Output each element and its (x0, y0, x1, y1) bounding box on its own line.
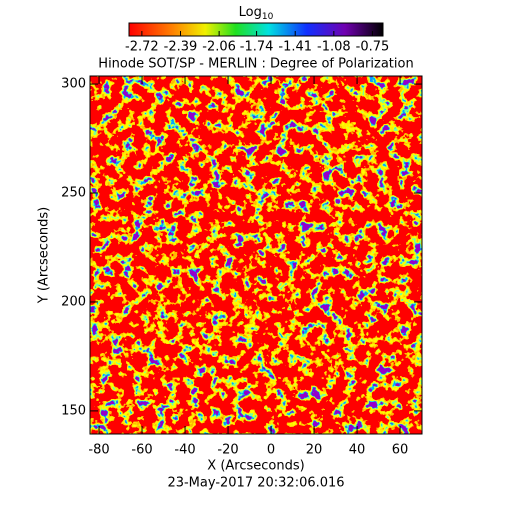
heatmap-image (90, 76, 422, 434)
y-tick-label: 150 (61, 403, 86, 418)
footer-date: 23-May-2017 20:32:06.016 (167, 476, 344, 491)
y-axis-label: Y (Arcseconds) (37, 207, 52, 304)
colorbar-tick-label: -1.08 (317, 40, 351, 55)
y-tick-label: 200 (61, 294, 86, 309)
chart-title: Hinode SOT/SP - MERLIN : Degree of Polar… (98, 57, 413, 72)
colorbar-tick-label: -1.41 (278, 40, 312, 55)
x-tick-label: 20 (306, 443, 323, 458)
colorbar-tick-label: -0.75 (356, 40, 390, 55)
x-tick-label: -80 (88, 443, 109, 458)
y-tick-label: 250 (61, 186, 86, 201)
x-tick-label: -20 (217, 443, 238, 458)
y-tick-label: 300 (61, 77, 86, 92)
x-tick-label: 60 (392, 443, 409, 458)
x-tick-label: 40 (349, 443, 366, 458)
colorbar-tick-label: -2.39 (164, 40, 198, 55)
colorbar-label-main: Log (239, 5, 262, 20)
x-tick-label: -40 (174, 443, 195, 458)
colorbar (128, 22, 384, 37)
x-tick-label: -60 (131, 443, 152, 458)
colorbar-tick-label: -1.74 (240, 40, 274, 55)
colorbar-tick-label: -2.72 (125, 40, 159, 55)
colorbar-tick-label: -2.06 (202, 40, 236, 55)
colorbar-label: Log10 (239, 5, 274, 22)
x-tick-label: 0 (267, 443, 275, 458)
plot-frame (89, 75, 423, 435)
x-axis-label: X (Arcseconds) (207, 459, 304, 474)
colorbar-label-sub: 10 (262, 12, 274, 22)
